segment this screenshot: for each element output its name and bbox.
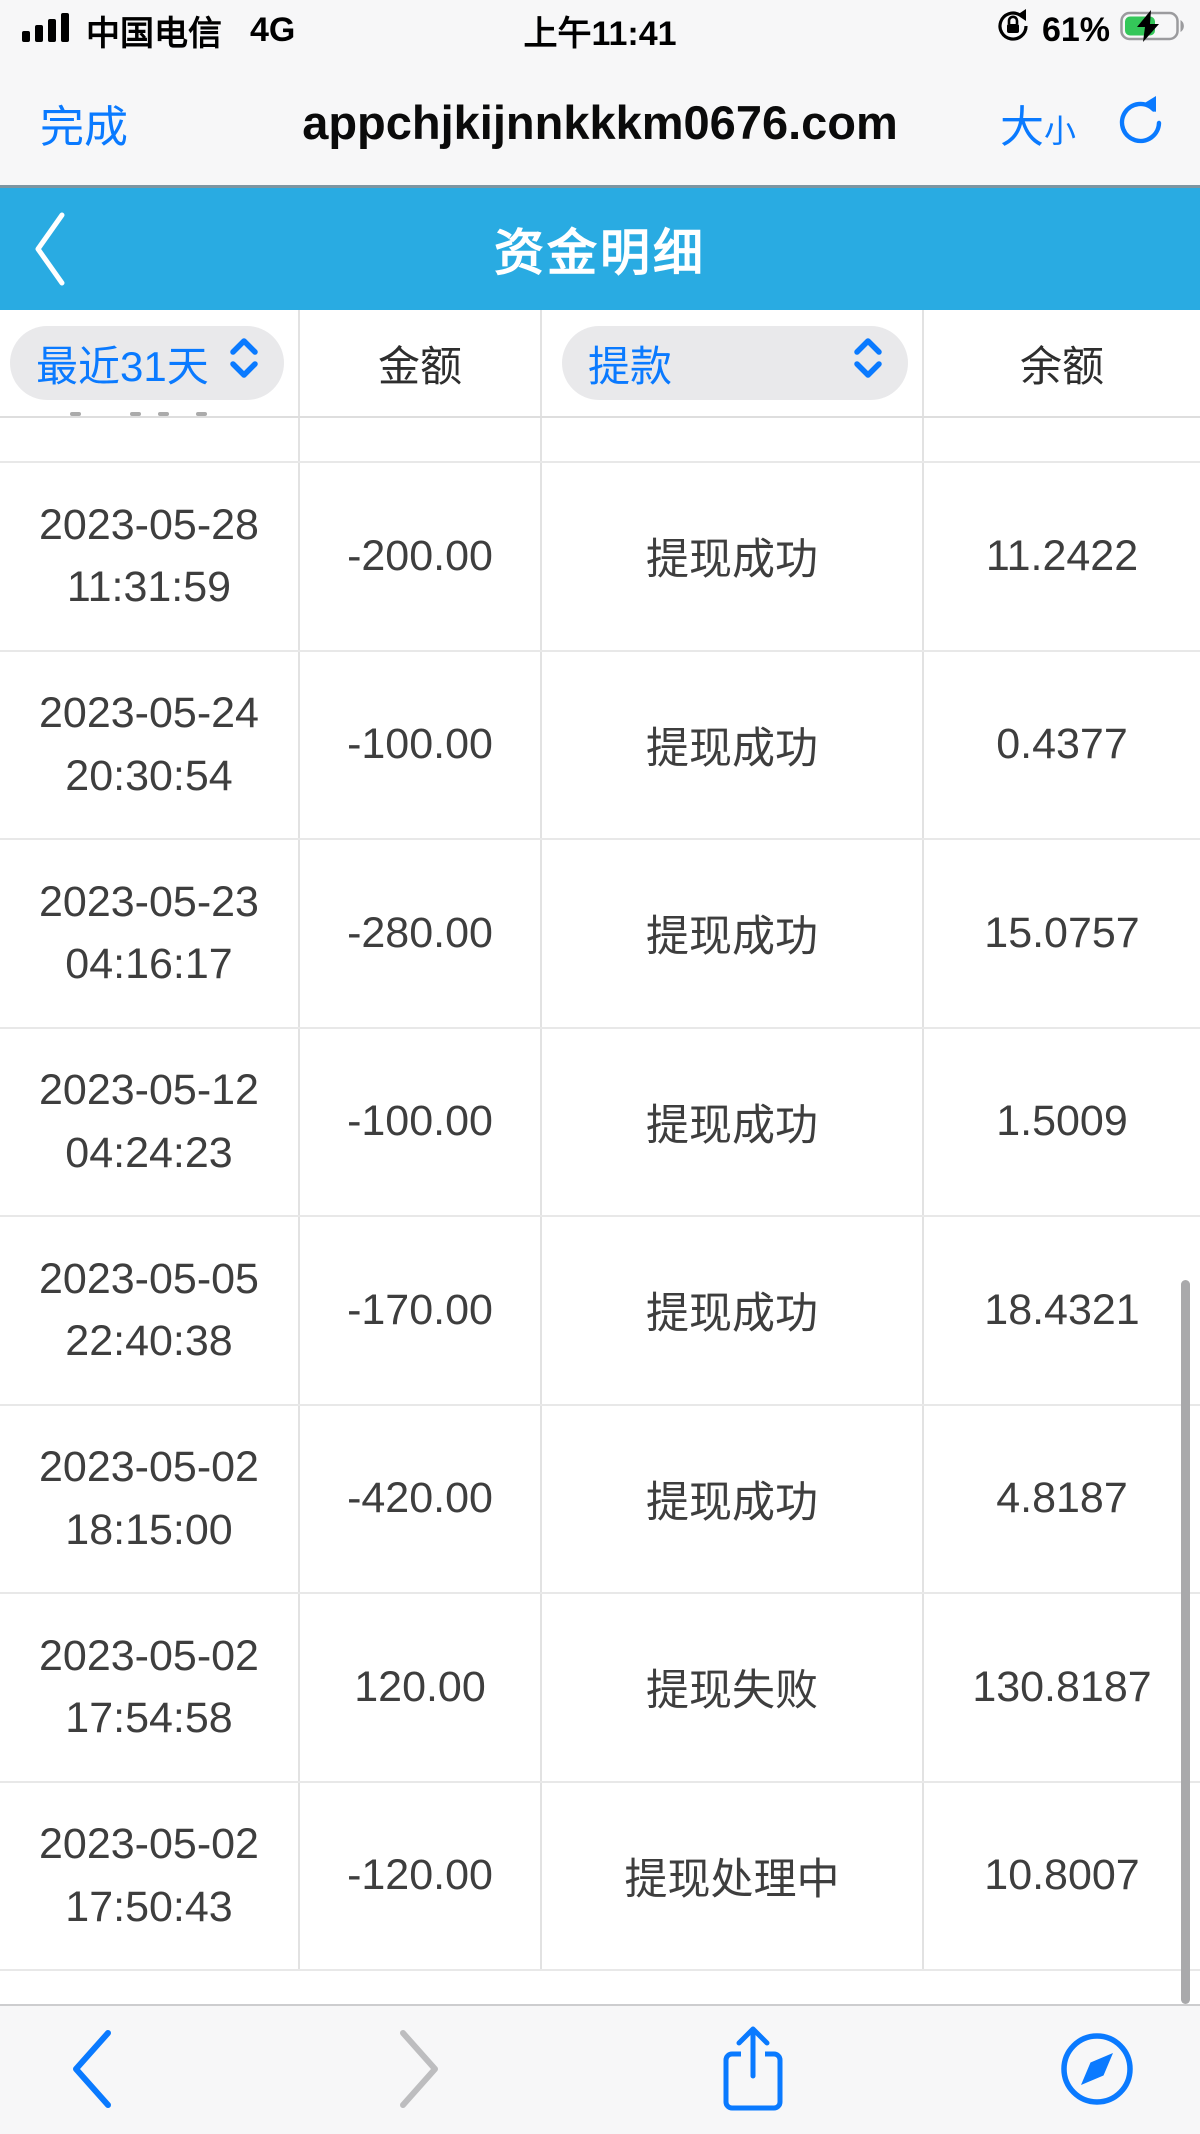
transaction-balance: 15.0757 — [984, 908, 1140, 957]
transaction-status: 提现成功 — [542, 651, 924, 838]
safari-url-bar: 完成 appchjkijnnkkkm0676.com 大小 — [0, 60, 1200, 188]
chevron-left-icon — [30, 212, 70, 291]
carrier-label: 中国电信 — [86, 14, 222, 53]
network-type-label: 4G — [250, 10, 296, 49]
page-title: 资金明细 — [494, 225, 706, 281]
transaction-time: 20:30:54 — [65, 751, 233, 800]
transaction-amount: -120.00 — [300, 1782, 542, 1969]
transaction-balance: 18.4321 — [984, 1285, 1140, 1334]
transaction-status: 提现失败 — [542, 1594, 924, 1781]
chevron-right-icon — [391, 2027, 447, 2114]
cellular-signal-icon — [22, 10, 72, 51]
text-size-large-glyph: 大 — [999, 102, 1044, 152]
transaction-status: 提现成功 — [542, 463, 924, 650]
share-button[interactable] — [719, 2024, 787, 2117]
transaction-balance: 4.8187 — [996, 1474, 1128, 1523]
transaction-row[interactable]: 2023-05-05 22:40:38 -170.00 提现成功 18.4321 — [0, 1217, 1200, 1406]
transaction-date: 2023-05-23 — [39, 877, 259, 926]
clipped-text-remnant — [0, 412, 300, 418]
battery-percent-label: 61% — [1041, 10, 1110, 49]
browser-forward-button[interactable] — [391, 2027, 447, 2114]
text-size-small-glyph: 小 — [1043, 112, 1076, 149]
transaction-time: 17:54:58 — [65, 1694, 233, 1743]
share-icon — [719, 2024, 787, 2117]
status-bar-right: 61% — [994, 0, 1186, 60]
transaction-time: 11:31:59 — [66, 563, 232, 612]
select-chevrons-icon — [850, 335, 886, 391]
transaction-time: 04:24:23 — [65, 1128, 233, 1177]
status-bar-left: 中国电信 4G — [22, 0, 295, 60]
transaction-balance: 0.4377 — [996, 720, 1128, 769]
safari-bottom-toolbar — [0, 2004, 1200, 2134]
transaction-date: 2023-05-28 — [39, 500, 259, 549]
transaction-status: 提现成功 — [542, 1217, 924, 1404]
transaction-amount: -170.00 — [300, 1217, 542, 1404]
transaction-balance: 10.8007 — [984, 1851, 1140, 1900]
open-in-safari-button[interactable] — [1058, 2030, 1136, 2111]
transaction-amount: 120.00 — [300, 1594, 542, 1781]
amount-column-header: 金额 — [377, 342, 462, 390]
transaction-amount: -420.00 — [300, 1405, 542, 1592]
clock-label: 上午11:41 — [523, 14, 677, 53]
rotation-lock-icon — [994, 7, 1032, 54]
transaction-row[interactable]: 2023-05-02 17:50:43 -120.00 提现处理中 10.800… — [0, 1782, 1200, 1971]
transaction-amount: -100.00 — [300, 651, 542, 838]
reload-button[interactable] — [1116, 94, 1166, 151]
transaction-balance: 11.2422 — [985, 531, 1139, 580]
done-button[interactable]: 完成 — [40, 60, 128, 185]
table-header-row: 最近31天 金额 提款 — [0, 310, 1200, 418]
transaction-row[interactable]: 2023-05-24 20:30:54 -100.00 提现成功 0.4377 — [0, 651, 1200, 840]
transaction-status: 提现处理中 — [542, 1782, 924, 1969]
transaction-status: 提现成功 — [542, 1028, 924, 1215]
browser-back-button[interactable] — [64, 2027, 120, 2114]
scrollbar-thumb[interactable] — [1181, 1280, 1190, 2004]
transaction-amount: -200.00 — [300, 463, 542, 650]
transaction-date: 2023-05-02 — [39, 1820, 259, 1869]
transaction-date: 2023-05-24 — [39, 689, 259, 738]
balance-column-header: 余额 — [1019, 342, 1104, 390]
select-chevrons-icon — [226, 335, 262, 391]
transaction-time: 04:16:17 — [65, 940, 233, 989]
date-range-value: 最近31天 — [36, 342, 209, 390]
transaction-amount: -280.00 — [300, 840, 542, 1027]
page-header: 资金明细 — [0, 188, 1200, 310]
transaction-time: 22:40:38 — [65, 1317, 233, 1366]
transaction-row[interactable]: 2023-05-23 04:16:17 -280.00 提现成功 15.0757 — [0, 840, 1200, 1029]
transaction-row[interactable]: 2023-05-02 18:15:00 -420.00 提现成功 4.8187 — [0, 1405, 1200, 1594]
status-bar: 中国电信 4G 上午11:41 61% — [0, 0, 1200, 60]
transaction-time: 18:15:00 — [65, 1505, 233, 1554]
url-text[interactable]: appchjkijnnkkkm0676.com — [302, 96, 898, 149]
transaction-time: 17:50:43 — [65, 1882, 233, 1931]
clipped-scrolled-row — [0, 418, 1200, 463]
date-range-select[interactable]: 最近31天 — [10, 326, 284, 400]
refresh-icon — [1116, 94, 1166, 151]
transaction-date: 2023-05-02 — [39, 1443, 259, 1492]
back-button[interactable] — [30, 210, 70, 291]
compass-icon — [1058, 2030, 1136, 2111]
transaction-row[interactable]: 2023-05-02 17:54:58 120.00 提现失败 130.8187 — [0, 1594, 1200, 1783]
chevron-left-icon — [64, 2027, 120, 2114]
transaction-balance: 130.8187 — [972, 1662, 1152, 1711]
transaction-balance: 1.5009 — [996, 1097, 1128, 1146]
transaction-date: 2023-05-05 — [39, 1254, 259, 1303]
transaction-type-value: 提款 — [588, 342, 673, 390]
transaction-status: 提现成功 — [542, 840, 924, 1027]
transaction-status: 提现成功 — [542, 1405, 924, 1592]
transaction-type-select[interactable]: 提款 — [562, 326, 908, 400]
battery-charging-icon — [1120, 9, 1186, 52]
text-size-button[interactable]: 大小 — [1000, 91, 1076, 155]
transaction-row[interactable]: 2023-05-12 04:24:23 -100.00 提现成功 1.5009 — [0, 1028, 1200, 1217]
transaction-amount: -100.00 — [300, 1028, 542, 1215]
transaction-date: 2023-05-12 — [39, 1066, 259, 1115]
transactions-table-body: 2023-05-28 11:31:59 -200.00 提现成功 11.2422… — [0, 463, 1200, 1971]
transaction-row[interactable]: 2023-05-28 11:31:59 -200.00 提现成功 11.2422 — [0, 463, 1200, 652]
transaction-date: 2023-05-02 — [39, 1631, 259, 1680]
